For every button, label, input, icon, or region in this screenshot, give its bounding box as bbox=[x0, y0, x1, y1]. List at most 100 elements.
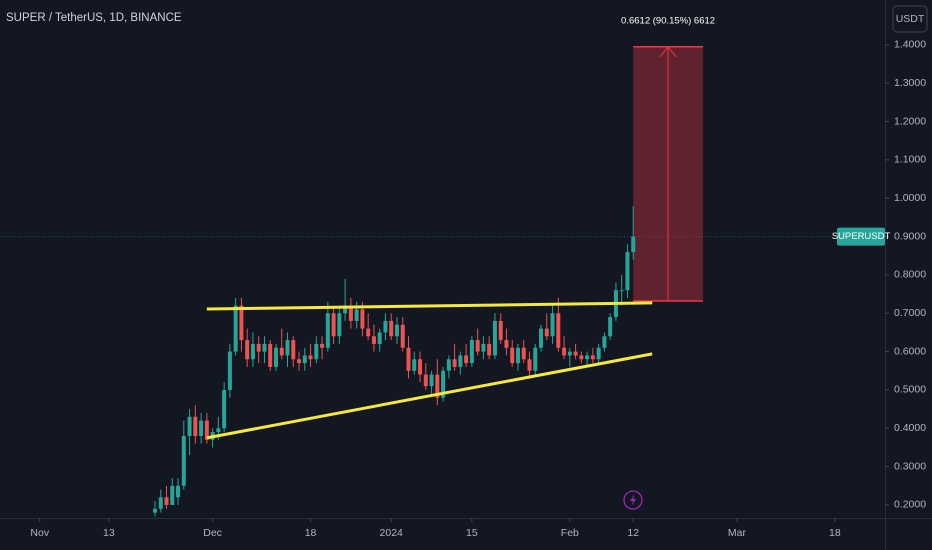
candle-body bbox=[631, 236, 636, 252]
candle-body bbox=[521, 347, 526, 360]
candle-body bbox=[308, 355, 313, 360]
candle-body bbox=[515, 347, 520, 364]
candle-body bbox=[170, 485, 175, 505]
candle-body bbox=[360, 309, 365, 329]
candle-body bbox=[371, 336, 376, 344]
candle-body bbox=[250, 343, 255, 360]
position-label: 0.6612 (90.15%) 6612 bbox=[621, 15, 715, 26]
candle-body bbox=[625, 251, 630, 291]
axes: 0.2000 0.3000 0.4000 0.5000 0.6000 0.7000 0.80… bbox=[30, 39, 926, 539]
candle-body bbox=[608, 317, 613, 337]
candle-body bbox=[325, 313, 330, 348]
x-tick-label: 18 bbox=[829, 527, 841, 539]
position-arrowhead bbox=[659, 45, 677, 58]
candle-body bbox=[602, 336, 607, 348]
y-tick-label: 0.6000 bbox=[894, 345, 926, 357]
candle-body bbox=[354, 309, 359, 321]
candle-body bbox=[394, 324, 399, 337]
y-tick-label: 1.4000 bbox=[894, 39, 926, 51]
trendline bbox=[206, 301, 653, 311]
y-tick-label: 1.1000 bbox=[894, 154, 926, 166]
candle-body bbox=[320, 343, 325, 348]
candle-body bbox=[498, 320, 503, 341]
candle-body bbox=[567, 351, 572, 356]
candle-body bbox=[550, 313, 555, 337]
candle-body bbox=[291, 340, 296, 360]
x-tick-label: 13 bbox=[103, 527, 115, 539]
candle-body bbox=[193, 416, 198, 436]
lightning-icon[interactable] bbox=[623, 490, 643, 510]
currency-button-label[interactable]: USDT bbox=[896, 13, 925, 25]
y-tick-label: 1.0000 bbox=[894, 192, 926, 204]
candle-body bbox=[469, 340, 474, 364]
candle-body bbox=[204, 420, 209, 440]
candle-body bbox=[418, 359, 423, 375]
candle-body bbox=[377, 332, 382, 344]
candle-body bbox=[596, 347, 601, 360]
candle-body bbox=[510, 347, 515, 364]
candle-body bbox=[423, 374, 428, 387]
candle-body bbox=[227, 351, 232, 390]
y-tick-label: 1.3000 bbox=[894, 77, 926, 89]
candle-body bbox=[579, 355, 584, 360]
trendline bbox=[206, 352, 653, 440]
y-tick-label: 0.8000 bbox=[894, 269, 926, 281]
candle-body bbox=[314, 343, 319, 360]
x-tick-label: 18 bbox=[305, 527, 317, 539]
y-tick-label: 0.9000 bbox=[894, 230, 926, 242]
candle-body bbox=[585, 355, 590, 360]
x-tick-label: Dec bbox=[203, 527, 222, 539]
x-tick-label: 2024 bbox=[380, 527, 404, 539]
candle-body bbox=[273, 347, 278, 367]
y-tick-label: 0.5000 bbox=[894, 384, 926, 396]
candle-body bbox=[199, 420, 204, 436]
candle-body bbox=[412, 359, 417, 371]
candle-body bbox=[348, 305, 353, 321]
candle-body bbox=[533, 347, 538, 371]
candle-body bbox=[556, 313, 561, 348]
symbol-tag bbox=[837, 227, 885, 246]
candle-body bbox=[389, 320, 394, 337]
candle-body bbox=[233, 305, 238, 352]
candle-body bbox=[464, 355, 469, 364]
x-tick-label: Nov bbox=[30, 527, 49, 539]
candle-body bbox=[331, 313, 336, 337]
candle-body bbox=[492, 320, 497, 356]
candle-body bbox=[279, 347, 284, 356]
candle-body bbox=[366, 328, 371, 337]
icon-bolt[interactable] bbox=[630, 494, 636, 506]
candle-body bbox=[262, 343, 267, 352]
y-tick-label: 1.2000 bbox=[894, 115, 926, 127]
candle-body bbox=[590, 355, 595, 360]
candle-body bbox=[383, 320, 388, 333]
candle-body bbox=[400, 324, 405, 348]
candle-body bbox=[187, 416, 192, 436]
candle-body bbox=[475, 340, 480, 352]
candle-body bbox=[481, 343, 486, 352]
candle-body bbox=[216, 428, 221, 433]
symbol-label: SUPERUSDT bbox=[832, 231, 891, 242]
candle-body bbox=[245, 340, 250, 360]
x-tick-label: 12 bbox=[627, 527, 639, 539]
chart-title: SUPER / TetherUS, 1D, BINANCE bbox=[6, 12, 182, 24]
candle-body bbox=[337, 313, 342, 337]
x-tick-label: Feb bbox=[561, 527, 579, 539]
y-tick-label: 0.7000 bbox=[894, 307, 926, 319]
candle-body bbox=[452, 359, 457, 367]
candle-body bbox=[458, 355, 463, 367]
plot-area bbox=[0, 45, 885, 517]
candle-body bbox=[406, 347, 411, 371]
candle-body bbox=[343, 305, 348, 314]
candle-body bbox=[544, 328, 549, 337]
candle-body bbox=[446, 359, 451, 371]
candle-body bbox=[181, 435, 186, 486]
candle-body bbox=[527, 359, 532, 371]
currency-button[interactable] bbox=[892, 5, 928, 33]
candle-body bbox=[152, 508, 157, 513]
candle-body bbox=[441, 370, 446, 398]
candle-body bbox=[562, 347, 567, 356]
candle-body bbox=[619, 290, 624, 292]
candle-body bbox=[539, 328, 544, 348]
